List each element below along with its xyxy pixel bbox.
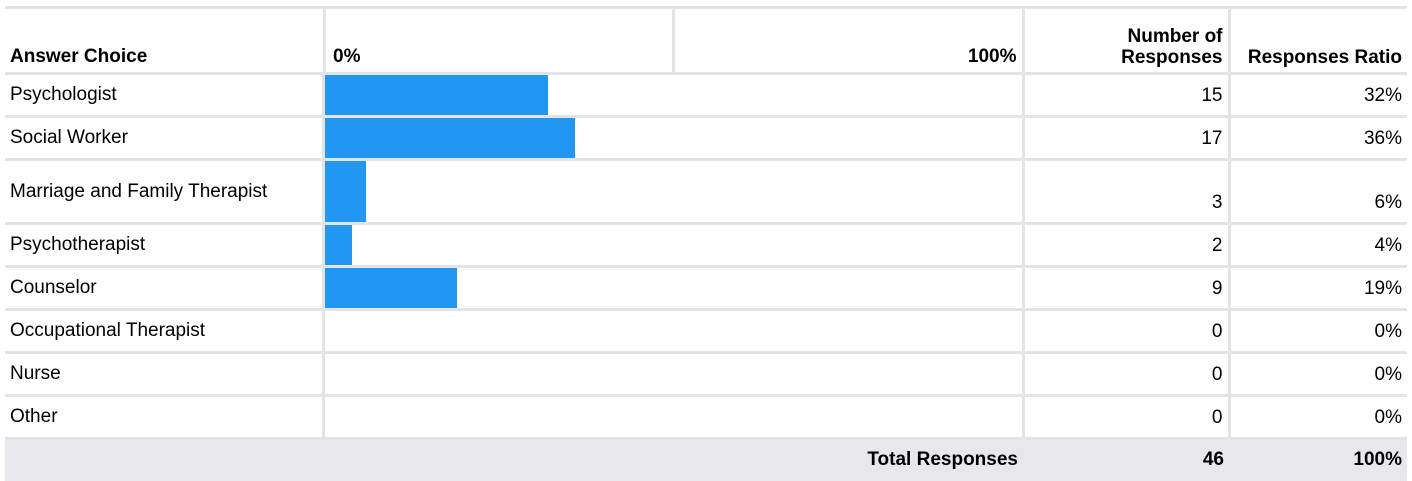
responses-ratio-header: Responses Ratio: [1227, 6, 1407, 74]
bar-cell: [321, 265, 1023, 310]
survey-results-table: Answer Choice 0% 100% Number of Response…: [5, 6, 1407, 481]
answer-label: Psychotherapist: [5, 222, 323, 267]
bar-cell: [321, 308, 1023, 353]
table-row: Counselor 9 19%: [5, 265, 1407, 310]
response-count: 17: [1021, 115, 1229, 160]
response-ratio: 32%: [1227, 72, 1407, 117]
answer-label: Psychologist: [5, 72, 323, 117]
response-ratio: 0%: [1227, 351, 1407, 396]
table-row: Nurse 0 0%: [5, 351, 1407, 396]
table-row: Occupational Therapist 0 0%: [5, 308, 1407, 353]
answer-label: Occupational Therapist: [5, 308, 323, 353]
scale-min-label: 0%: [333, 46, 361, 67]
response-ratio: 36%: [1227, 115, 1407, 160]
answer-label: Marriage and Family Therapist: [5, 158, 323, 224]
scale-header: 0% 100%: [323, 6, 1023, 74]
response-count: 9: [1021, 265, 1229, 310]
bar: [324, 268, 457, 308]
answer-label: Nurse: [5, 351, 323, 396]
total-row: Total Responses 46 100%: [5, 438, 1407, 481]
response-count: 2: [1021, 222, 1229, 267]
total-responses-count: 46: [1023, 438, 1229, 481]
bar-cell: [321, 222, 1023, 267]
scale-max-label: 100%: [967, 46, 1017, 67]
bar-cell: [321, 351, 1023, 396]
header-row: Answer Choice 0% 100% Number of Response…: [5, 6, 1407, 74]
bar: [324, 118, 576, 158]
response-ratio: 6%: [1227, 158, 1407, 224]
bar-cell: [321, 158, 1023, 224]
bar: [324, 225, 353, 265]
response-ratio: 0%: [1227, 308, 1407, 353]
response-ratio: 0%: [1227, 394, 1407, 440]
total-responses-ratio: 100%: [1229, 438, 1407, 481]
answer-label: Other: [5, 394, 323, 440]
bar: [324, 161, 367, 222]
table-row: Psychologist 15 32%: [5, 72, 1407, 117]
total-spacer: [5, 438, 323, 481]
bar-cell: [321, 115, 1023, 160]
table-row: Marriage and Family Therapist 3 6%: [5, 158, 1407, 224]
table-row: Other 0 0%: [5, 394, 1407, 440]
table-row: Social Worker 17 36%: [5, 115, 1407, 160]
table-row: Psychotherapist 2 4%: [5, 222, 1407, 267]
response-count: 0: [1021, 351, 1229, 396]
bar: [324, 75, 548, 115]
number-of-responses-header: Number of Responses: [1021, 6, 1229, 74]
response-count: 0: [1021, 394, 1229, 440]
answer-label: Social Worker: [5, 115, 323, 160]
answer-label: Counselor: [5, 265, 323, 310]
response-ratio: 19%: [1227, 265, 1407, 310]
answer-choice-header: Answer Choice: [5, 6, 323, 74]
total-responses-label: Total Responses: [323, 438, 1023, 481]
response-ratio: 4%: [1227, 222, 1407, 267]
response-count: 3: [1021, 158, 1229, 224]
bar-cell: [321, 72, 1023, 117]
bar-cell: [321, 394, 1023, 440]
response-count: 15: [1021, 72, 1229, 117]
response-count: 0: [1021, 308, 1229, 353]
